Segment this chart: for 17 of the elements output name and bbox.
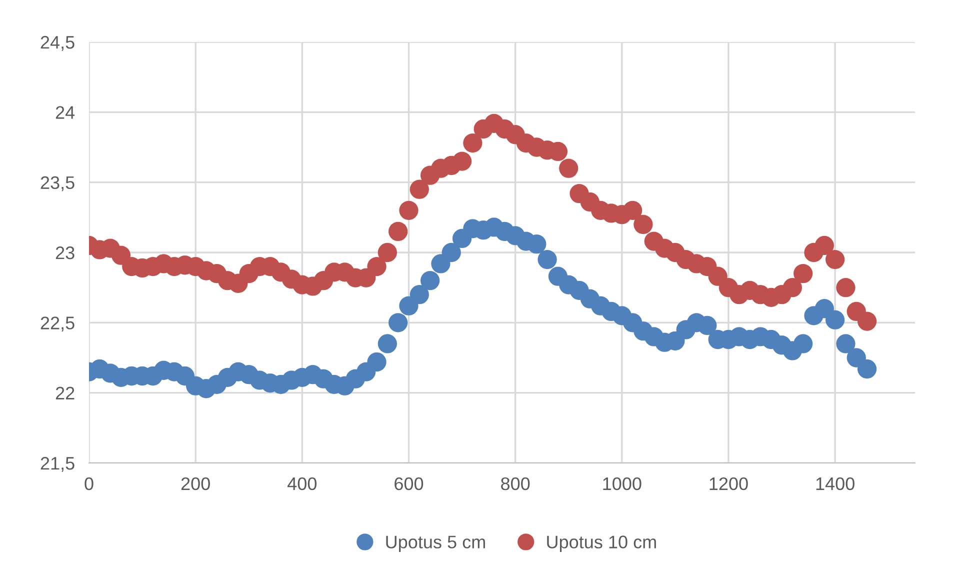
- x-tick-label: 1000: [603, 477, 642, 490]
- y-tick-label: 22: [56, 386, 74, 400]
- x-tick-label: 1200: [710, 477, 748, 490]
- y-tick-label: 23,5: [40, 176, 74, 192]
- x-tick-label: 600: [394, 477, 424, 490]
- x-tick-label: 200: [181, 477, 210, 490]
- legend-label: Upotus 10 cm: [547, 536, 656, 552]
- y-tick-label: 23: [56, 246, 74, 260]
- y-tick-label: 22,5: [40, 316, 74, 332]
- y-tick-label: 21,5: [40, 456, 74, 472]
- y-tick-label: 24: [56, 106, 75, 119]
- legend-label: Upotus 5 cm: [386, 536, 485, 552]
- x-tick-label: 400: [288, 477, 317, 490]
- x-tick-label: 0: [84, 477, 94, 490]
- y-tick-label: 24,5: [40, 36, 74, 51]
- x-tick-label: 800: [501, 477, 530, 490]
- x-tick-label: 1400: [816, 477, 854, 490]
